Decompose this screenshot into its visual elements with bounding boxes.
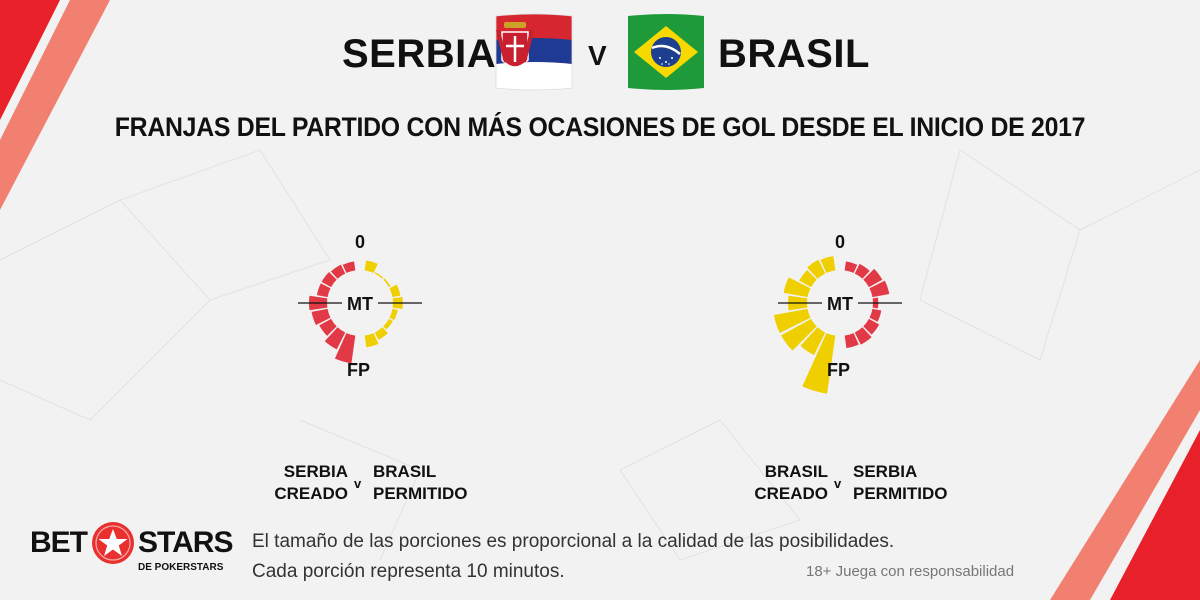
caption-left-team: BRASIL <box>764 462 828 481</box>
corner-stripe-top-left <box>0 0 60 120</box>
team-right-title: BRASIL <box>718 32 870 76</box>
caption-left-vs: v <box>834 476 842 491</box>
caption-left-metric: CREADO <box>754 484 828 503</box>
radial-chart-serbia-created: MT 0 FP <box>230 205 490 465</box>
responsible-gaming-text: 18+ Juega con responsabilidad <box>806 563 1015 580</box>
caption-right-metric: PERMITIDO <box>373 484 468 503</box>
label-start: 0 <box>835 232 845 252</box>
wedge-right-8 <box>374 327 388 340</box>
radial-chart-svg: MT 0 FP <box>298 232 422 380</box>
label-halftime: MT <box>347 294 373 314</box>
wedge-right-4 <box>389 284 401 298</box>
versus-label: V <box>588 40 607 71</box>
caption-left-team: SERBIA <box>283 462 348 481</box>
wedge-left-8 <box>800 327 826 356</box>
label-halftime-background <box>342 293 378 313</box>
logo-bet-text: BET <box>30 526 88 559</box>
wedge-right-7 <box>383 318 393 330</box>
wedge-right-8 <box>854 327 872 345</box>
wedge-left-1 <box>342 261 356 273</box>
betstars-logo: BET STARS DE POKERSTARS <box>30 520 240 580</box>
wedge-left-4 <box>783 277 811 298</box>
wedge-right-6 <box>869 308 882 322</box>
footer-note-line1: El tamaño de las porciones es proporcion… <box>252 531 895 552</box>
label-start: 0 <box>355 232 365 252</box>
polygon-texture <box>0 149 1200 561</box>
wedge-left-9 <box>334 333 356 364</box>
wedge-right-7 <box>863 318 880 335</box>
caption-left-metric: CREADO <box>274 484 348 503</box>
corner-stripe-bottom-right <box>1110 430 1200 600</box>
wedge-right-9 <box>844 333 859 349</box>
serbia-flag-icon <box>495 13 573 91</box>
wedge-left-4 <box>316 283 331 298</box>
wedge-left-7 <box>781 318 817 351</box>
brazil-flag-icon <box>628 14 704 90</box>
wedge-left-6 <box>311 308 331 326</box>
star-icon <box>92 522 134 564</box>
wedge-right-3 <box>863 268 883 288</box>
wedge-left-3 <box>321 272 337 288</box>
caption-right-team: BRASIL <box>373 462 437 481</box>
caption-right-team: SERBIA <box>853 462 918 481</box>
caption-right-metric: PERMITIDO <box>853 484 948 503</box>
corner-stripe-bottom-right-2 <box>1050 360 1200 600</box>
footer-note-line2: Cada porción representa 10 minutos. <box>252 561 565 582</box>
corner-stripe-top-left-2 <box>0 0 110 210</box>
wedge-right-9 <box>364 333 379 348</box>
wedge-left-2 <box>807 259 826 279</box>
label-halftime-background <box>822 293 858 313</box>
radial-chart-brasil-created: MT 0 FP <box>710 205 970 465</box>
wedge-left-2 <box>330 264 346 279</box>
chart-subtitle: FRANJAS DEL PARTIDO CON MÁS OCASIONES DE… <box>114 112 1086 142</box>
serbia-coat-of-arms <box>496 22 534 68</box>
team-left-title: SERBIA <box>342 32 497 76</box>
radial-chart-svg: MT 0 FP <box>773 232 902 394</box>
wedge-right-1 <box>844 261 858 273</box>
wedge-right-6 <box>389 308 398 321</box>
wedge-right-3 <box>383 278 391 288</box>
wedge-left-8 <box>324 327 346 350</box>
wedge-right-4 <box>869 280 890 298</box>
label-fulltime: FP <box>347 360 370 380</box>
wedge-right-2 <box>374 272 384 279</box>
wedge-left-1 <box>820 256 836 273</box>
wedge-right-2 <box>854 263 870 279</box>
label-fulltime: FP <box>827 360 850 380</box>
label-halftime: MT <box>827 294 853 314</box>
title-row: SERBIA V BRASIL <box>0 10 1200 96</box>
wedge-left-3 <box>799 270 817 288</box>
wedge-left-7 <box>319 318 337 336</box>
logo-subtext: DE POKERSTARS <box>138 562 224 573</box>
logo-stars-text: STARS <box>138 526 233 559</box>
caption-left-vs: v <box>354 476 362 491</box>
wedge-left-6 <box>773 308 811 334</box>
wedge-right-1 <box>364 260 378 273</box>
wedge-left-9 <box>802 333 836 394</box>
